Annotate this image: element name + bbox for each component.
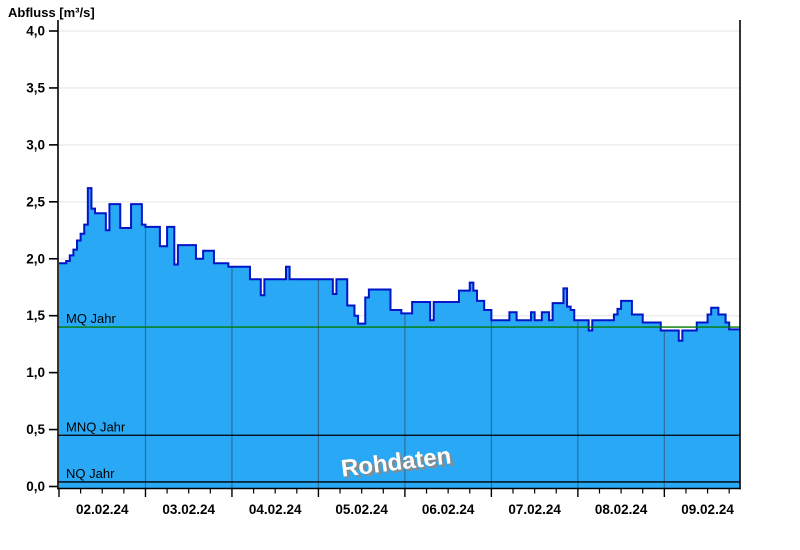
x-tick-label: 04.02.24 xyxy=(249,502,302,517)
reference-line-label: MQ Jahr xyxy=(66,311,117,326)
x-tick-label: 08.02.24 xyxy=(595,502,648,517)
axes xyxy=(57,20,741,490)
y-tick-label: 2,0 xyxy=(26,251,45,266)
reference-mq: MQ Jahr xyxy=(58,311,740,328)
y-tick-label: 0,0 xyxy=(26,479,45,494)
y-tick-label: 4,0 xyxy=(26,24,45,39)
discharge-area xyxy=(59,188,740,489)
x-tick-label: 05.02.24 xyxy=(335,502,388,517)
x-tick-label: 06.02.24 xyxy=(422,502,475,517)
x-tick-label: 03.02.24 xyxy=(162,502,215,517)
y-tick-label: 0,5 xyxy=(26,422,45,437)
reference-nq: NQ Jahr xyxy=(58,466,740,483)
reference-mnq: MNQ Jahr xyxy=(58,419,740,436)
x-tick-label: 09.02.24 xyxy=(681,502,734,517)
x-axis: 02.02.24 03.02.24 04.02.24 05.02.24 06.02.24… xyxy=(58,488,734,517)
y-axis: 0,0 0,5 1,0 1,5 2,0 2,5 3,0 3,5 4,0 xyxy=(26,24,58,494)
x-tick-label: 02.02.24 xyxy=(76,502,129,517)
y-tick-label: 1,0 xyxy=(26,365,45,380)
y-tick-label: 3,0 xyxy=(26,137,45,152)
reference-line-label: NQ Jahr xyxy=(66,466,115,481)
discharge-line xyxy=(59,187,740,342)
chart-title: Abfluss [m³/s] xyxy=(8,5,95,20)
y-tick-label: 1,5 xyxy=(26,308,45,323)
y-tick-label: 2,5 xyxy=(26,194,45,209)
y-tick-label: 3,5 xyxy=(26,80,45,95)
x-tick-label: 07.02.24 xyxy=(508,502,561,517)
reference-line-label: MNQ Jahr xyxy=(66,419,126,434)
